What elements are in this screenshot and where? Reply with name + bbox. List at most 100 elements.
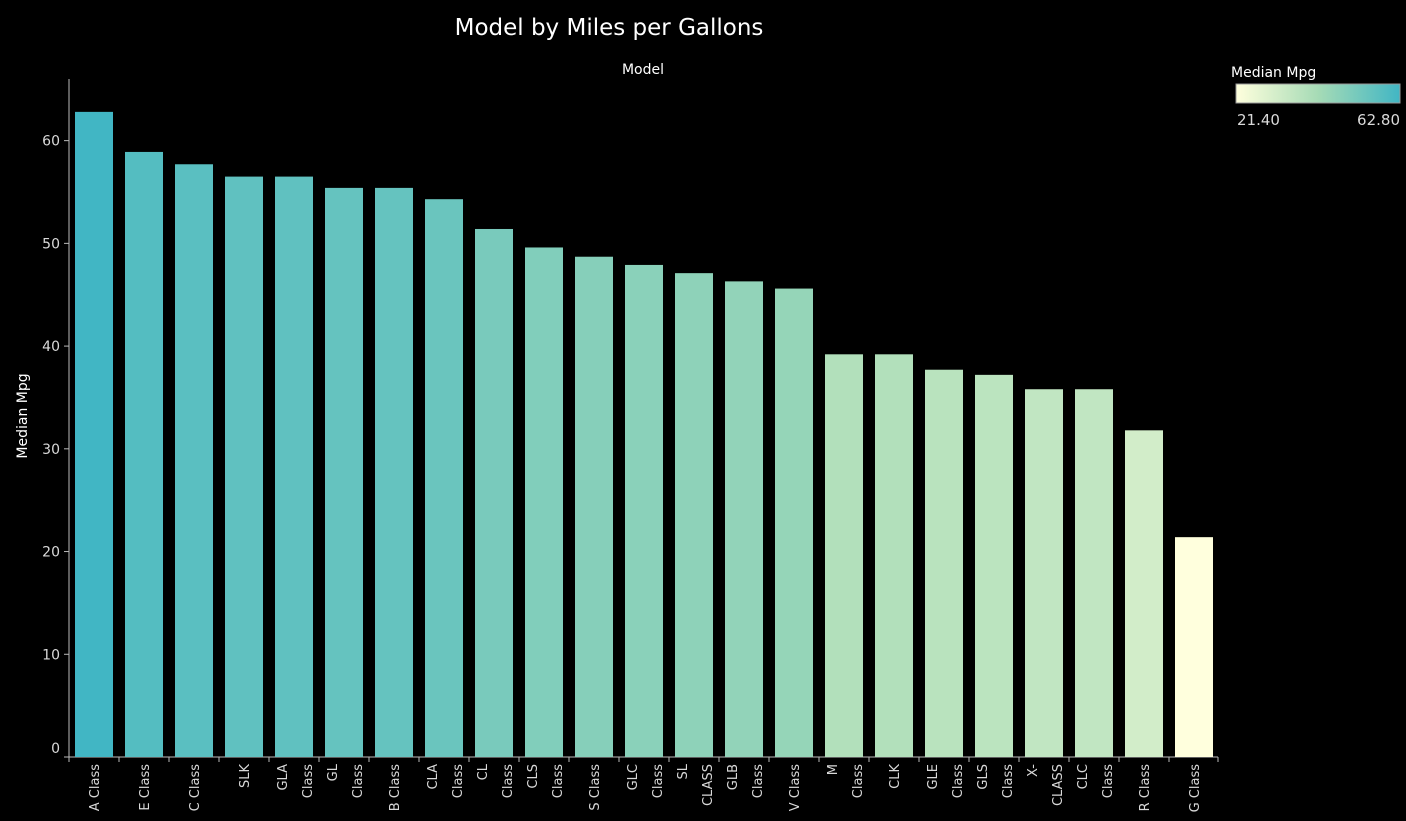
x-tick-label: G Class xyxy=(1188,764,1203,813)
bar[interactable] xyxy=(1075,389,1113,757)
category-label: GLA Class xyxy=(276,764,316,798)
category-label: R Class xyxy=(1138,764,1153,812)
category-label: GLE Class xyxy=(926,764,966,798)
x-tick-label: CLASS xyxy=(1051,764,1066,806)
x-tick-label: X- xyxy=(1026,764,1041,777)
bar[interactable] xyxy=(225,176,263,757)
category-label: B Class xyxy=(388,764,403,811)
bar[interactable] xyxy=(475,228,513,757)
bar[interactable] xyxy=(1175,537,1213,757)
y-tick-label: 40 xyxy=(42,339,60,355)
y-tick-label: 20 xyxy=(42,545,60,561)
category-label: A Class xyxy=(88,764,103,811)
category-label: SL CLASS xyxy=(676,763,716,806)
category-label: CL Class xyxy=(476,763,516,798)
bar[interactable] xyxy=(275,176,313,757)
bar[interactable] xyxy=(675,273,713,757)
y-tick-label: 10 xyxy=(42,647,60,663)
x-tick-label: B Class xyxy=(388,764,403,811)
legend-title: Median Mpg xyxy=(1231,65,1316,81)
bar[interactable] xyxy=(325,187,363,757)
y-tick-label: 60 xyxy=(42,134,60,150)
x-tick-label: Class xyxy=(351,764,366,798)
category-label: SLK xyxy=(238,764,253,788)
x-tick-label: GLC xyxy=(626,764,641,790)
bar[interactable] xyxy=(1025,389,1063,757)
bar[interactable] xyxy=(975,374,1013,757)
x-tick-label: CLC xyxy=(1076,764,1091,789)
category-label: C Class xyxy=(188,764,203,812)
legend-max-label: 62.80 xyxy=(1357,111,1400,129)
category-label: X- CLASS xyxy=(1026,764,1066,806)
category-label: GLB Class xyxy=(726,764,766,798)
x-tick-label: Class xyxy=(751,764,766,798)
x-tick-label: SL xyxy=(676,763,691,779)
y-tick-label: 0 xyxy=(51,741,60,757)
y-axis: 0 10 20 30 40 50 60 xyxy=(42,79,70,758)
x-tick-label: Class xyxy=(1101,764,1116,798)
category-label: CLS Class xyxy=(526,764,566,798)
x-tick-label: GLS xyxy=(976,764,991,790)
x-tick-label: Class xyxy=(851,764,866,798)
bar[interactable] xyxy=(775,288,813,757)
category-labels: A Class E Class C Class SLK GLA Class GL Class B… xyxy=(88,763,1203,812)
bar[interactable] xyxy=(75,111,113,757)
legend-min-label: 21.40 xyxy=(1237,111,1280,129)
x-tick-label: GLB xyxy=(726,764,741,790)
y-tick-label: 30 xyxy=(42,442,60,458)
x-tick-label: GLA xyxy=(276,764,291,791)
x-axis-title: Model xyxy=(622,62,664,78)
bar[interactable] xyxy=(725,281,763,757)
x-tick-label: Class xyxy=(501,764,516,798)
y-tick-label: 50 xyxy=(42,236,60,252)
category-label: CLA Class xyxy=(426,764,466,798)
bar[interactable] xyxy=(825,354,863,757)
x-tick-label: Class xyxy=(1001,764,1016,798)
x-tick-label: V Class xyxy=(788,764,803,811)
bar[interactable] xyxy=(175,164,213,757)
bar[interactable] xyxy=(375,187,413,757)
category-label: M Class xyxy=(826,764,866,798)
bar[interactable] xyxy=(525,247,563,758)
category-label: GL Class xyxy=(326,763,366,798)
x-tick-label: GL xyxy=(326,763,341,781)
bar[interactable] xyxy=(925,369,963,757)
category-label: S Class xyxy=(588,764,603,811)
x-tick-label: CLS xyxy=(526,764,541,789)
x-tick-label: Class xyxy=(951,764,966,798)
bars xyxy=(75,111,1213,758)
x-tick-label: S Class xyxy=(588,764,603,811)
category-label: GLS Class xyxy=(976,764,1016,798)
x-tick-label: CLA xyxy=(426,764,441,790)
x-tick-label: E Class xyxy=(138,764,153,811)
x-tick-label: M xyxy=(826,764,841,775)
category-label: GLC Class xyxy=(626,764,666,798)
bar[interactable] xyxy=(875,354,913,757)
bar[interactable] xyxy=(425,199,463,757)
category-label: CLC Class xyxy=(1076,764,1116,798)
category-label: E Class xyxy=(138,764,153,811)
category-label: G Class xyxy=(1188,764,1203,813)
x-tick-label: SLK xyxy=(238,764,253,788)
x-tick-label: CL xyxy=(476,763,491,780)
bar[interactable] xyxy=(575,256,613,757)
x-tick-label: Class xyxy=(301,764,316,798)
chart-title: Model by Miles per Gallons xyxy=(455,15,764,41)
bar[interactable] xyxy=(125,151,163,757)
bar[interactable] xyxy=(625,264,663,757)
legend-color-ramp xyxy=(1235,83,1401,104)
x-tick-label: R Class xyxy=(1138,764,1153,812)
x-tick-label: CLK xyxy=(888,764,903,789)
color-legend: Median Mpg 21.40 62.80 xyxy=(1231,65,1401,129)
x-tick-label: GLE xyxy=(926,764,941,790)
x-tick-label: Class xyxy=(551,764,566,798)
x-tick-label: A Class xyxy=(88,764,103,811)
x-tick-label: C Class xyxy=(188,764,203,812)
category-label: CLK xyxy=(888,764,903,789)
category-label: V Class xyxy=(788,764,803,811)
x-axis xyxy=(68,756,1219,762)
bar[interactable] xyxy=(1125,430,1163,757)
x-tick-label: Class xyxy=(451,764,466,798)
x-tick-label: CLASS xyxy=(701,764,716,806)
